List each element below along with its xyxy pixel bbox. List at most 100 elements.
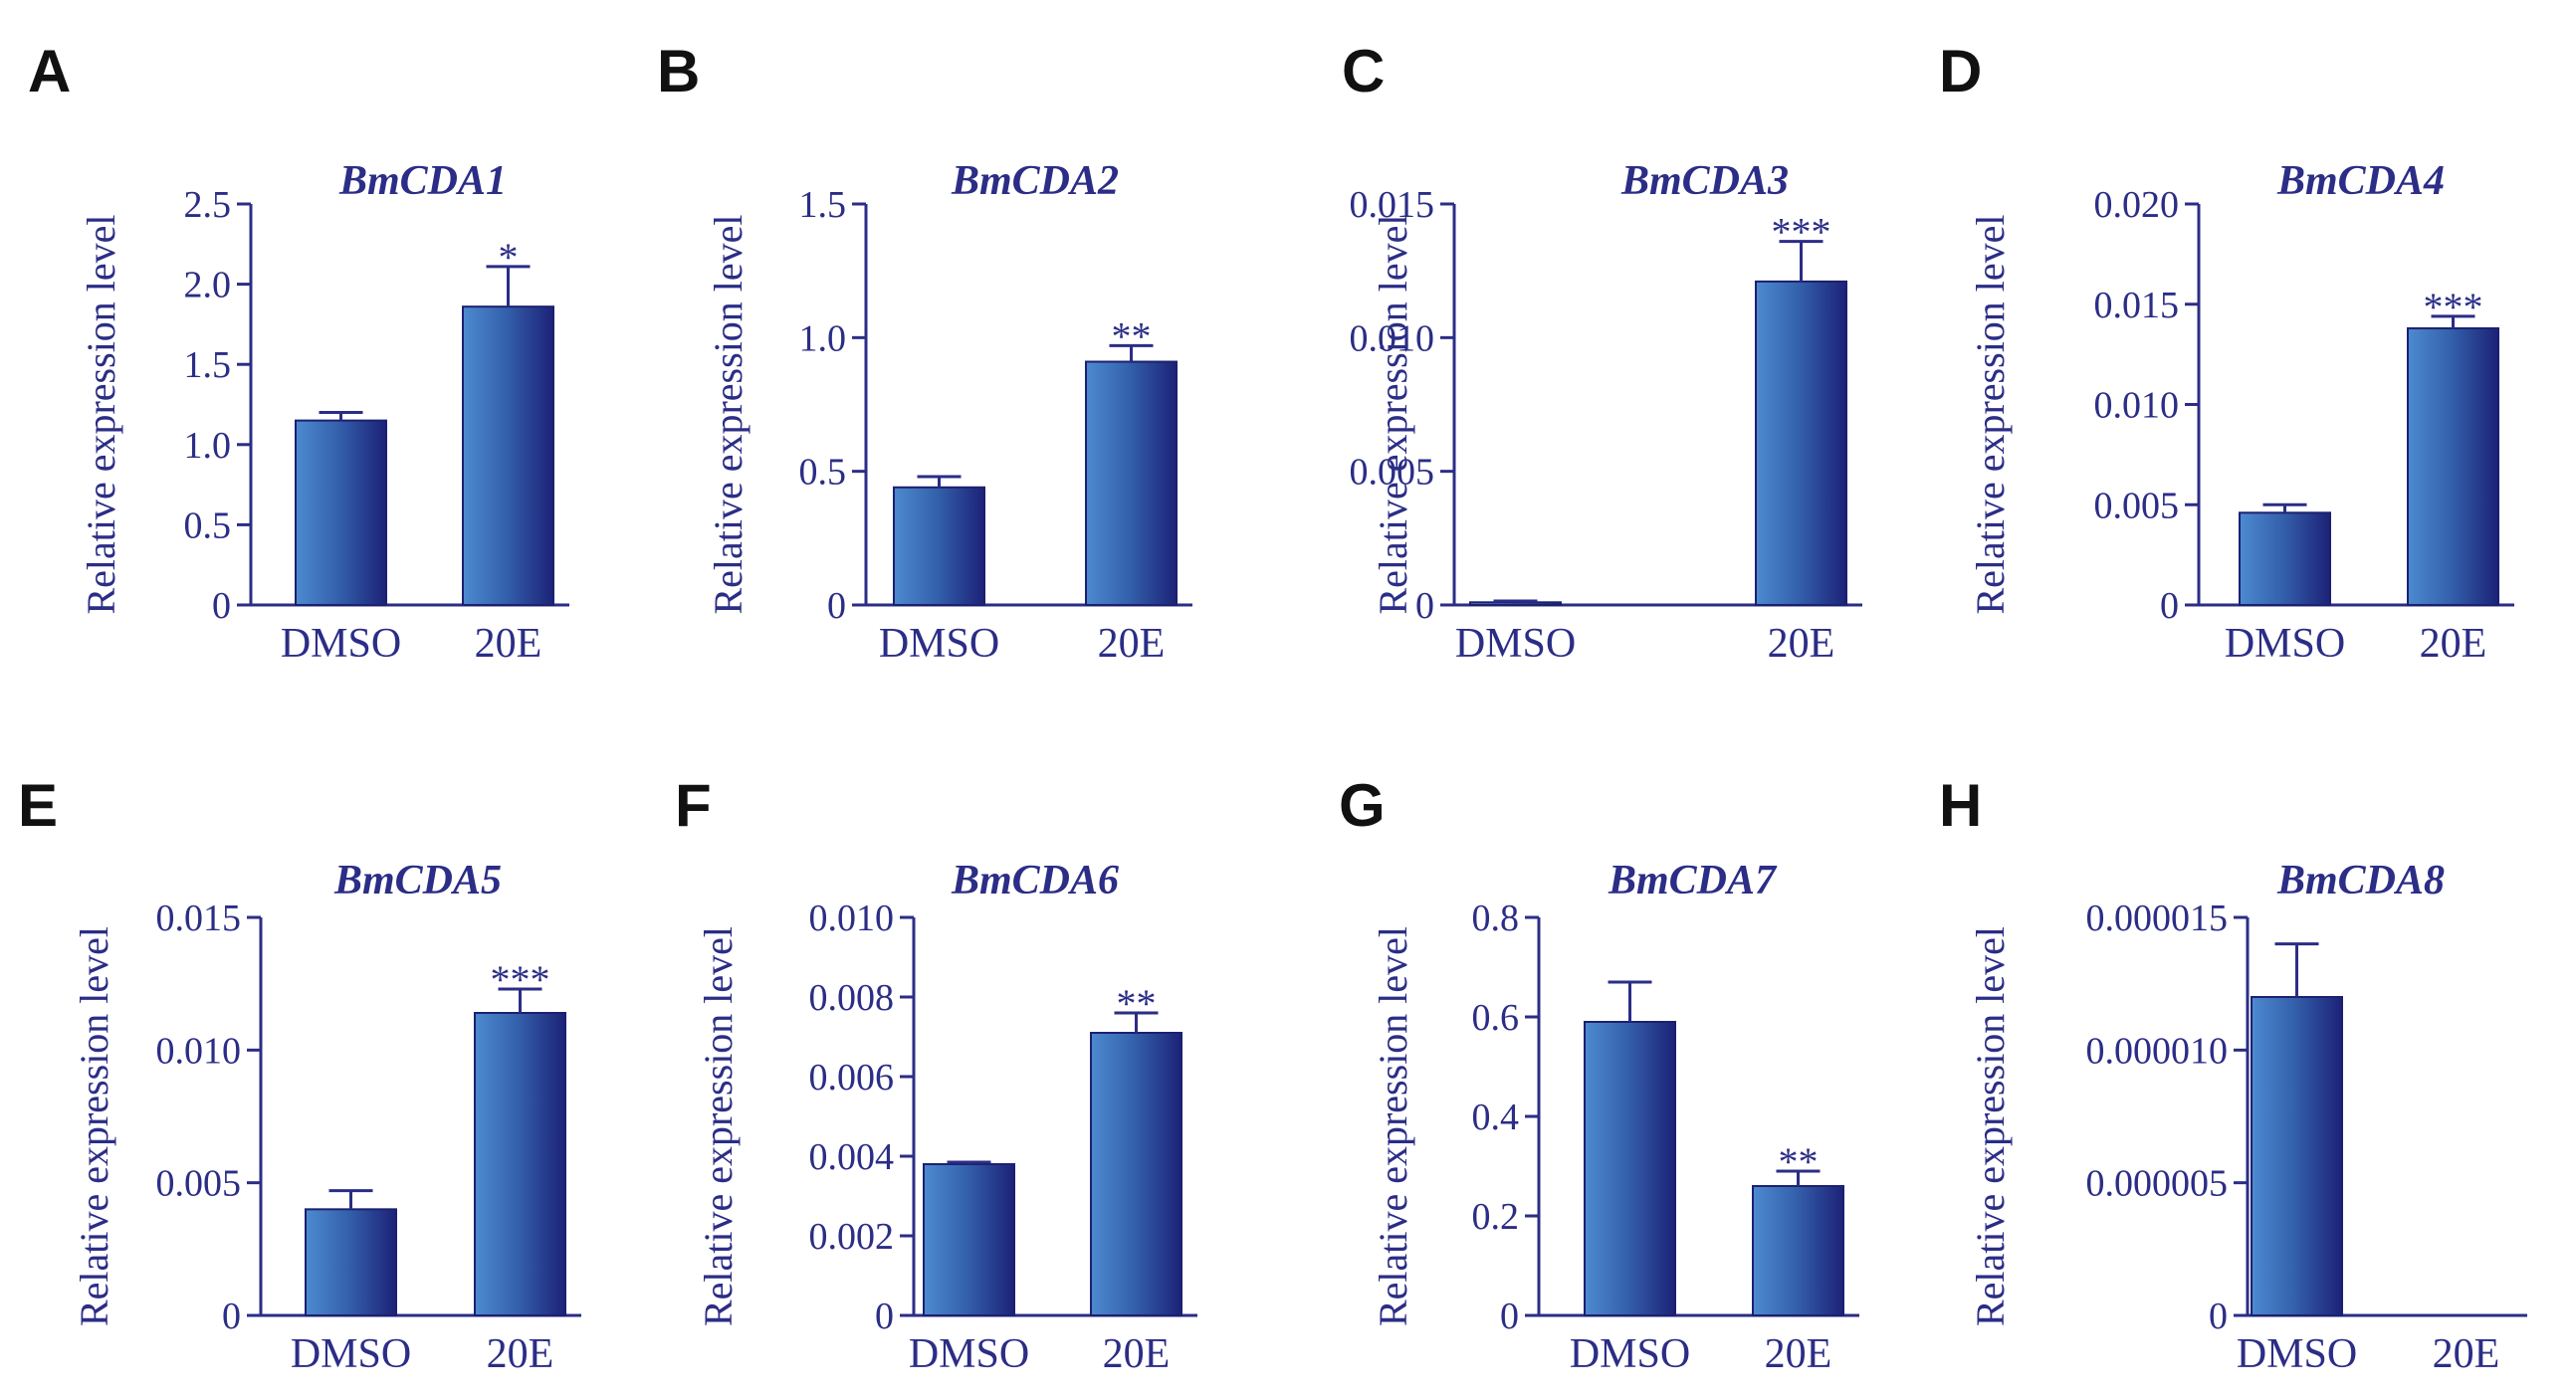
x-tick-label: DMSO: [1455, 621, 1576, 667]
x-tick-label: 20E: [475, 621, 542, 667]
chart-panel-a: A BmCDA1 Relative expression level 0 0.5 1.0 1…: [28, 38, 569, 667]
y-axis-label: Relative expression level: [1968, 214, 2013, 614]
chart-panel-h: H BmCDA8 Relative expression level 0 0.00000…: [1939, 772, 2527, 1377]
y-axis-label: Relative expression level: [1371, 926, 1415, 1326]
y-tick-label: 0.2: [1472, 1196, 1520, 1238]
significance-label: **: [1779, 1139, 1819, 1184]
significance-label: **: [1117, 981, 1157, 1026]
y-tick-label: 0.010: [2094, 385, 2180, 427]
y-tick-label: 2.5: [184, 184, 232, 226]
chart-panel-e: E BmCDA5 Relative expression level 0 0.005 0.…: [18, 772, 581, 1377]
y-tick-label: 0.008: [809, 977, 895, 1019]
y-tick-label: 0.5: [184, 504, 232, 546]
y-tick-label: 0.002: [809, 1216, 895, 1258]
error-bar: [328, 1189, 373, 1210]
x-tick-label: DMSO: [879, 621, 999, 667]
bar-20e: [1755, 280, 1847, 606]
chart-title: BmCDA1: [338, 158, 507, 204]
y-tick-label: 0: [1415, 585, 1434, 627]
x-tick-label: DMSO: [2225, 621, 2345, 667]
y-axis-label: Relative expression level: [1371, 214, 1415, 614]
bar-dmso: [893, 486, 985, 606]
x-tick-label: DMSO: [291, 1331, 411, 1377]
y-tick-label: 0.004: [809, 1136, 895, 1178]
panel-letter: C: [1342, 38, 1385, 104]
chart-title: BmCDA4: [2276, 158, 2445, 204]
panel-letter: B: [657, 38, 700, 104]
significance-label: *: [499, 235, 519, 280]
y-tick-label: 0.000015: [2086, 898, 2229, 939]
y-tick-label: 0: [2160, 585, 2179, 627]
error-bar: [1608, 980, 1652, 1022]
y-tick-label: 0.6: [1472, 997, 1520, 1039]
y-tick-label: 0.005: [2094, 485, 2180, 526]
chart-title: BmCDA8: [2276, 858, 2445, 903]
chart-panel-d: D BmCDA4 Relative expression level 0 0.005 0.…: [1939, 38, 2514, 667]
bar-dmso: [2251, 996, 2343, 1316]
y-tick-label: 0.020: [2094, 184, 2180, 226]
bar-20e: [474, 1012, 566, 1316]
x-tick-label: 20E: [2433, 1331, 2500, 1377]
error-bar: [2274, 942, 2319, 997]
x-tick-label: 20E: [1765, 1331, 1832, 1377]
y-tick-label: 1.5: [184, 344, 232, 386]
y-tick-label: 1.5: [799, 184, 847, 226]
error-bar: [1109, 343, 1154, 362]
x-tick-label: 20E: [1103, 1331, 1171, 1377]
y-axis-label: Relative expression level: [696, 926, 741, 1326]
chart-title: BmCDA2: [951, 158, 1119, 204]
y-tick-label: 0.005: [156, 1163, 242, 1205]
chart-title: BmCDA7: [1608, 858, 1778, 903]
y-tick-label: 1.0: [184, 425, 232, 467]
x-tick-label: DMSO: [2237, 1331, 2357, 1377]
bar-dmso: [1584, 1021, 1676, 1316]
y-axis-label: Relative expression level: [79, 214, 123, 614]
error-bar: [1776, 1169, 1821, 1186]
chart-title: BmCDA3: [1620, 158, 1789, 204]
y-tick-label: 0.006: [809, 1057, 895, 1099]
error-bar: [1114, 1011, 1159, 1033]
y-tick-label: 0.4: [1472, 1097, 1520, 1138]
error-bar: [2431, 314, 2475, 328]
y-tick-label: 0.015: [1350, 184, 1435, 226]
y-tick-label: 2.0: [184, 265, 232, 306]
error-bar: [2262, 502, 2307, 513]
bar-dmso: [2239, 511, 2331, 606]
error-bar: [917, 475, 962, 488]
y-tick-label: 0.5: [799, 452, 847, 494]
panel-letter: G: [1339, 772, 1386, 839]
y-tick-label: 0.015: [2094, 285, 2180, 326]
y-tick-label: 0: [212, 585, 231, 627]
bar-20e: [1085, 360, 1178, 606]
y-tick-label: 0: [222, 1296, 241, 1337]
panel-letter: E: [18, 772, 58, 839]
y-axis-label: Relative expression level: [706, 214, 751, 614]
chart-panel-g: G BmCDA7 Relative expression level 0 0.2 0.4 0…: [1339, 772, 1859, 1377]
bar-dmso: [923, 1163, 1015, 1316]
error-bar: [486, 265, 531, 307]
chart-panel-b: B BmCDA2 Relative expression level 0 0.5 1.0 1…: [657, 38, 1192, 667]
error-bar: [319, 411, 363, 421]
y-tick-label: 1.0: [799, 317, 847, 359]
y-tick-label: 0.010: [156, 1030, 242, 1072]
bar-20e: [1752, 1185, 1844, 1316]
y-tick-label: 0: [2209, 1296, 2228, 1337]
y-tick-label: 0.000005: [2086, 1163, 2229, 1205]
panel-letter: F: [675, 772, 712, 839]
chart-title: BmCDA6: [951, 858, 1119, 903]
y-tick-label: 0.8: [1472, 898, 1520, 939]
chart-panel-c: C BmCDA3 Relative expression level 0 0.005 0.…: [1342, 38, 1862, 667]
y-tick-label: 0.005: [1350, 452, 1435, 494]
significance-label: **: [1112, 313, 1152, 358]
bar-20e: [462, 305, 554, 606]
y-tick-label: 0: [875, 1296, 894, 1337]
bar-dmso: [295, 419, 387, 606]
error-bar: [1779, 240, 1824, 282]
y-tick-label: 0.010: [1350, 317, 1435, 359]
x-tick-label: DMSO: [1570, 1331, 1690, 1377]
significance-label: ***: [491, 957, 550, 1002]
y-tick-label: 0: [827, 585, 846, 627]
x-tick-label: DMSO: [909, 1331, 1029, 1377]
